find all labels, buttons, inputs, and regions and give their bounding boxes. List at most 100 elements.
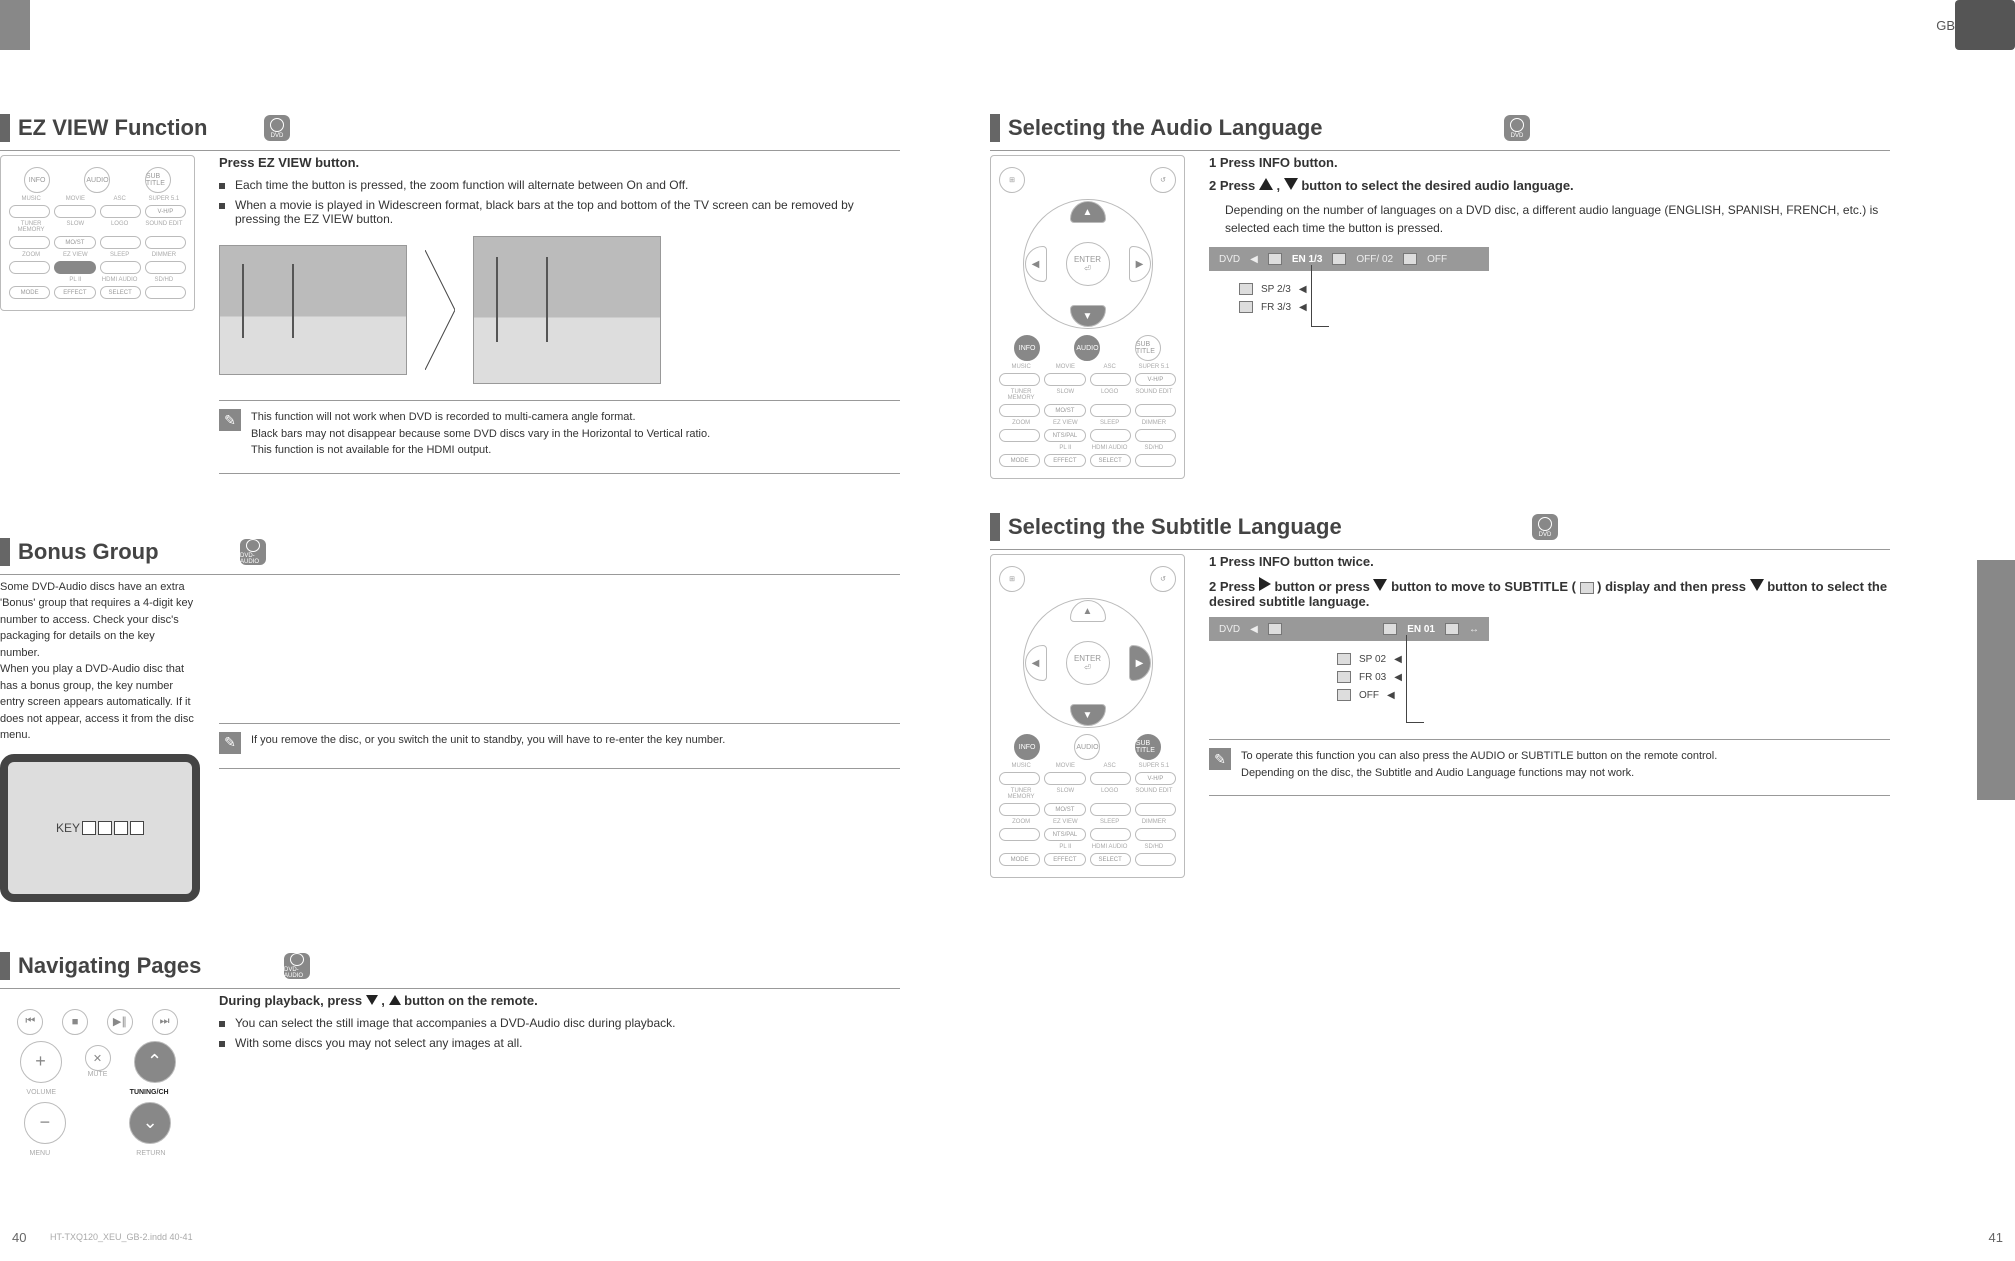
section-marker (0, 538, 10, 566)
sub-step2: 2 Press button or press button to move t… (1209, 577, 1890, 609)
tv-frame: KEY (0, 754, 200, 902)
section-title: Bonus Group (18, 539, 159, 565)
subtitle-icon (1337, 653, 1351, 665)
tuning-down-button[interactable]: ⌄ (129, 1102, 171, 1144)
pbc-button[interactable]: ⊞ (999, 167, 1025, 193)
audio-icon (1268, 253, 1282, 265)
bonus-note: If you remove the disc, or you switch th… (251, 732, 900, 749)
section-audio: Selecting the Audio Language DVD ⊞ ↺ ▲ ▼ … (990, 110, 1890, 479)
section-title: Navigating Pages (18, 953, 201, 979)
sub-opt2: SP 02 (1359, 654, 1386, 665)
audio-icon (1268, 623, 1282, 635)
section-subtitle: Selecting the Subtitle Language DVD ⊞ ↺ ▲… (990, 509, 1890, 878)
bracket-icon (1406, 635, 1424, 723)
note-icon: ✎ (219, 732, 241, 754)
osd-bar-subtitle: DVD ◀ EN 01 ↔ (1209, 617, 1489, 641)
volume-up-button[interactable]: + (20, 1041, 62, 1083)
note-icon: ✎ (1209, 748, 1231, 770)
enter-button[interactable]: ENTER⏎ (1066, 641, 1110, 685)
audio-button[interactable]: AUDIO (84, 167, 110, 193)
play-pause-button[interactable]: ▶∥ (107, 1009, 133, 1035)
language-tag: GB (1936, 18, 1955, 33)
info-button[interactable]: INFO (24, 167, 50, 193)
return-button[interactable]: ↺ (1150, 167, 1176, 193)
subtitle-icon (1580, 582, 1594, 594)
dvd-badge-icon: DVD (1532, 514, 1558, 540)
ezview-note: This function will not work when DVD is … (251, 409, 900, 459)
return-button[interactable]: ↺ (1150, 566, 1176, 592)
subtitle-options: SP 02◀ FR 03◀ OFF◀ (1337, 647, 1402, 729)
section-marker (0, 952, 10, 980)
nav-lead: During playback, press , button on the r… (219, 993, 900, 1008)
enter-button[interactable]: ENTER⏎ (1066, 242, 1110, 286)
subtitle-icon (1332, 253, 1346, 265)
info-button[interactable]: INFO (1014, 734, 1040, 760)
audio-icon (1239, 283, 1253, 295)
dvdaudio-badge-icon: DVD-AUDIO (284, 953, 310, 979)
pbc-button[interactable]: ⊞ (999, 566, 1025, 592)
page-tab-right (1955, 0, 2015, 50)
subtitle-icon (1337, 671, 1351, 683)
angle-icon (1445, 623, 1459, 635)
aspect-demo (219, 236, 900, 384)
ezview-lead: Press EZ VIEW button. (219, 155, 900, 170)
subtitle-icon (1337, 689, 1351, 701)
audio-icon (1239, 301, 1253, 313)
dpad: ▲ ▼ ◀ ▶ ENTER⏎ (1023, 598, 1153, 728)
section-marker (990, 513, 1000, 541)
left-column: EZ VIEW Function DVD INFOAUDIOSUB TITLE … (0, 0, 900, 1261)
sub-opt3: FR 03 (1359, 672, 1386, 683)
subtitle-button[interactable]: SUB TITLE (1135, 734, 1161, 760)
audio-options: SP 2/3◀ FR 3/3◀ (1239, 277, 1307, 333)
mute-button[interactable]: ✕ (85, 1045, 111, 1071)
audio-sub: Depending on the number of languages on … (1225, 201, 1890, 237)
section-title: Selecting the Audio Language (1008, 115, 1323, 141)
page-number-right: 41 (1989, 1230, 2003, 1245)
ezview-bullet-2: When a movie is played in Widescreen for… (219, 198, 900, 226)
remote-ezview: INFOAUDIOSUB TITLE MUSICMOVIEASCSUPER 5.… (0, 155, 195, 474)
audio-opt1: SP 2/3 (1261, 284, 1291, 295)
section-title: Selecting the Subtitle Language (1008, 514, 1342, 540)
section-marker (0, 114, 10, 142)
right-column: Selecting the Audio Language DVD ⊞ ↺ ▲ ▼ … (990, 0, 1890, 1261)
remote-audio: ⊞↺ ▲ ▼ ◀ ▶ ENTER⏎ INFOAUDIOSUB TITLE MUS… (990, 155, 1185, 479)
dvdaudio-badge-icon: DVD-AUDIO (240, 539, 266, 565)
section-bonus: Bonus Group DVD-AUDIO Some DVD-Audio dis… (0, 534, 900, 902)
remote-subtitle: ⊞↺ ▲ ▼ ◀ ▶ ENTER⏎ INFOAUDIOSUB TITLE MUS… (990, 554, 1185, 878)
audio-step1: 1 Press INFO button. (1209, 155, 1890, 170)
sub-step1: 1 Press INFO button twice. (1209, 554, 1890, 569)
subtitle-button[interactable]: SUB TITLE (145, 167, 171, 193)
sub-opt1: EN 01 (1407, 624, 1435, 635)
section-ezview: EZ VIEW Function DVD INFOAUDIOSUB TITLE … (0, 110, 900, 474)
bracket-icon (1311, 265, 1329, 327)
section-title: EZ VIEW Function (18, 115, 207, 141)
info-button[interactable]: INFO (1014, 335, 1040, 361)
sub-opt4: OFF (1359, 690, 1379, 701)
aspect-wide-image (219, 245, 407, 375)
skip-back-button[interactable]: ⏮ (17, 1009, 43, 1035)
nav-bullet-1: You can select the still image that acco… (219, 1016, 900, 1030)
audio-step2: 2 Press , button to select the desired a… (1209, 178, 1890, 193)
transform-arrow-icon (425, 250, 455, 370)
section-nav: Navigating Pages DVD-AUDIO ⏮■▶∥⏭ + ✕MUTE… (0, 948, 900, 1173)
key-entry-osd: KEY (56, 821, 144, 835)
dpad: ▲ ▼ ◀ ▶ ENTER⏎ (1023, 199, 1153, 329)
nav-bullet-2: With some discs you may not select any i… (219, 1036, 900, 1050)
tuning-up-button[interactable]: ⌃ (134, 1041, 176, 1083)
skip-fwd-button[interactable]: ⏭ (152, 1009, 178, 1035)
audio-button[interactable]: AUDIO (1074, 734, 1100, 760)
osd-bar-audio: DVD ◀ EN 1/3 OFF/ 02 OFF (1209, 247, 1489, 271)
remote-nav: ⏮■▶∥⏭ + ✕MUTE ⌃ VOLUMETUNING/CH − ⌄ MENU… (0, 993, 195, 1173)
stop-button[interactable]: ■ (62, 1009, 88, 1035)
page-number-left: 40 (12, 1230, 26, 1245)
ezview-button[interactable] (54, 261, 95, 274)
file-footer: HT-TXQ120_XEU_GB-2.indd 40-41 (50, 1232, 193, 1242)
ezview-bullet-1: Each time the button is pressed, the zoo… (219, 178, 900, 192)
subtitle-button[interactable]: SUB TITLE (1135, 335, 1161, 361)
side-tab-right (1977, 560, 2015, 800)
dvd-badge-icon: DVD (1504, 115, 1530, 141)
note-icon: ✎ (219, 409, 241, 431)
audio-button[interactable]: AUDIO (1074, 335, 1100, 361)
volume-down-button[interactable]: − (24, 1102, 66, 1144)
subtitle-icon (1383, 623, 1397, 635)
